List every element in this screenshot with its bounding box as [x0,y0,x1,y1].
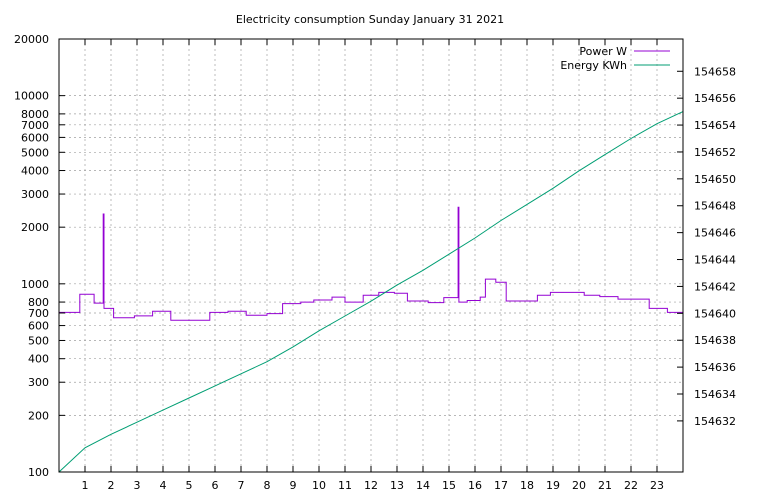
y2-tick-label: 154650 [694,173,736,186]
x-tick-label: 10 [312,479,326,492]
x-tick-label: 21 [598,479,612,492]
y2-tick-label: 154638 [694,334,736,347]
y-tick-label: 100 [28,466,49,479]
y-tick-label: 3000 [21,188,49,201]
y2-tick-label: 154644 [694,254,736,267]
x-tick-label: 14 [416,479,430,492]
y2-tick-label: 154636 [694,361,736,374]
x-tick-label: 2 [108,479,115,492]
series-lines [58,111,684,473]
chart-title: Electricity consumption Sunday January 3… [236,13,504,26]
y2-tick-label: 154654 [694,119,736,132]
y2-tick-label: 154656 [694,92,736,105]
y2-tick-label: 154648 [694,200,736,213]
y2-tick-label: 154634 [694,388,736,401]
series-line-1 [58,111,684,473]
x-tick-label: 6 [212,479,219,492]
y-tick-label: 4000 [21,165,49,178]
x-tick-label: 19 [546,479,560,492]
x-tick-label: 18 [520,479,534,492]
y2-tick-label: 154652 [694,146,736,159]
y-tick-label: 200 [28,409,49,422]
y2-tick-label: 154640 [694,307,736,320]
y-tick-label: 10000 [14,90,49,103]
x-tick-label: 13 [390,479,404,492]
y-tick-label: 20000 [14,33,49,46]
x-tick-label: 22 [624,479,638,492]
x-tick-label: 16 [468,479,482,492]
x-tick-label: 3 [134,479,141,492]
y-tick-label: 5000 [21,146,49,159]
y2-tick-label: 154658 [694,65,736,78]
x-tick-label: 9 [290,479,297,492]
y-tick-label: 400 [28,353,49,366]
y-tick-label: 500 [28,334,49,347]
y-tick-label: 700 [28,307,49,320]
legend-label: Energy KWh [560,59,627,72]
x-tick-label: 15 [442,479,456,492]
x-tick-label: 12 [364,479,378,492]
y2-tick-label: 154642 [694,280,736,293]
x-tick-label: 20 [572,479,586,492]
legend-label: Power W [579,45,627,58]
y-tick-label: 800 [28,296,49,309]
x-tick-label: 23 [650,479,664,492]
y-tick-label: 8000 [21,108,49,121]
y2-tick-label: 154646 [694,227,736,240]
series-line-0 [59,206,683,321]
y2-tick-label: 154632 [694,415,736,428]
x-tick-label: 4 [160,479,167,492]
x-tick-label: 7 [238,479,245,492]
x-tick-label: 11 [338,479,352,492]
grid [59,39,683,472]
y-tick-label: 300 [28,376,49,389]
x-tick-label: 1 [82,479,89,492]
y-tick-label: 2000 [21,221,49,234]
y-tick-label: 6000 [21,131,49,144]
y-tick-label: 600 [28,320,49,333]
y-tick-label: 1000 [21,278,49,291]
x-tick-label: 8 [264,479,271,492]
axes: 1 2 3 4 5 6 7 8 9 10 11 12 13 14 15 16 17 18 19 20 21 22 23100… [14,33,736,492]
y-tick-label: 7000 [21,119,49,132]
x-tick-label: 5 [186,479,193,492]
x-tick-label: 17 [494,479,508,492]
